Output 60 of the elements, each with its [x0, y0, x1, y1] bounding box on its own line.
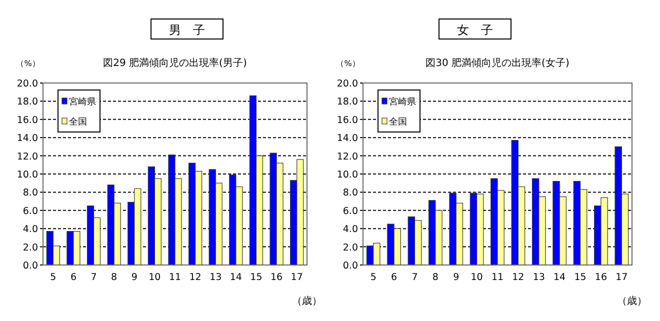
y-tick-label: 4.0: [22, 224, 38, 236]
y-tick-label: 18.0: [16, 96, 38, 108]
y-tick-label: 14.0: [336, 133, 358, 144]
chart-title: 男 子: [169, 23, 205, 37]
x-tick-label: 7: [412, 272, 418, 283]
y-tick-label: 20.0: [336, 78, 358, 90]
x-tick-label: 8: [111, 272, 118, 283]
x-axis-title: （歳）: [617, 295, 647, 307]
y-tick-label: 0.0: [342, 260, 358, 272]
x-tick-label: 10: [148, 272, 161, 283]
y-tick-label: 8.0: [22, 188, 38, 199]
x-tick-label: 5: [50, 272, 56, 283]
y-tick-label: 14.0: [16, 133, 38, 144]
x-tick-label: 15: [250, 272, 262, 283]
x-tick-label: 5: [370, 272, 376, 283]
y-tick-label: 20.0: [16, 78, 38, 90]
x-tick-label: 11: [168, 272, 182, 283]
y-axis-title: （%）: [16, 59, 40, 68]
legend-label: 全国: [69, 116, 87, 128]
y-tick-label: 6.0: [342, 206, 358, 217]
x-tick-label: 17: [616, 272, 628, 283]
y-tick-label: 10.0: [336, 170, 358, 180]
x-axis-title: （歳）: [292, 295, 322, 307]
legend-label: 宮崎県: [389, 96, 416, 108]
y-tick-label: 8.0: [342, 188, 358, 199]
x-tick-label: 9: [453, 272, 460, 283]
x-tick-label: 16: [270, 272, 283, 283]
y-tick-label: 12.0: [16, 151, 38, 162]
x-tick-label: 13: [210, 272, 222, 283]
y-tick-label: 10.0: [16, 170, 38, 180]
x-tick-label: 15: [574, 272, 586, 283]
y-tick-label: 0.0: [22, 260, 38, 272]
chart-subtitle: 図29 肥満傾向児の出現率(男子): [103, 57, 247, 69]
x-tick-label: 16: [594, 272, 608, 283]
y-tick-label: 12.0: [336, 151, 358, 162]
chart-title: 女 子: [457, 23, 493, 37]
y-tick-label: 16.0: [336, 114, 358, 126]
x-tick-label: 13: [532, 272, 545, 283]
y-tick-label: 18.0: [336, 96, 358, 108]
x-tick-label: 12: [189, 272, 202, 283]
chart-subtitle: 図30 肥満傾向児の出現率(女子): [426, 57, 570, 69]
y-axis-title: （%）: [336, 59, 360, 68]
x-tick-label: 14: [230, 272, 242, 283]
x-tick-label: 10: [470, 272, 483, 283]
legend-label: 全国: [389, 116, 407, 128]
x-tick-label: 7: [90, 272, 97, 283]
x-tick-label: 8: [432, 272, 438, 283]
x-tick-label: 14: [554, 272, 566, 283]
y-tick-label: 2.0: [22, 242, 38, 254]
legend-label: 宮崎県: [69, 96, 96, 108]
x-tick-label: 12: [512, 272, 524, 283]
y-tick-label: 2.0: [342, 242, 358, 254]
x-tick-label: 9: [131, 272, 138, 283]
x-tick-label: 6: [70, 272, 76, 283]
x-tick-label: 6: [391, 272, 398, 283]
x-tick-label: 17: [290, 272, 303, 283]
x-tick-label: 11: [491, 272, 504, 283]
y-tick-label: 16.0: [16, 114, 38, 126]
y-tick-label: 6.0: [22, 206, 38, 217]
y-tick-label: 4.0: [342, 224, 358, 236]
